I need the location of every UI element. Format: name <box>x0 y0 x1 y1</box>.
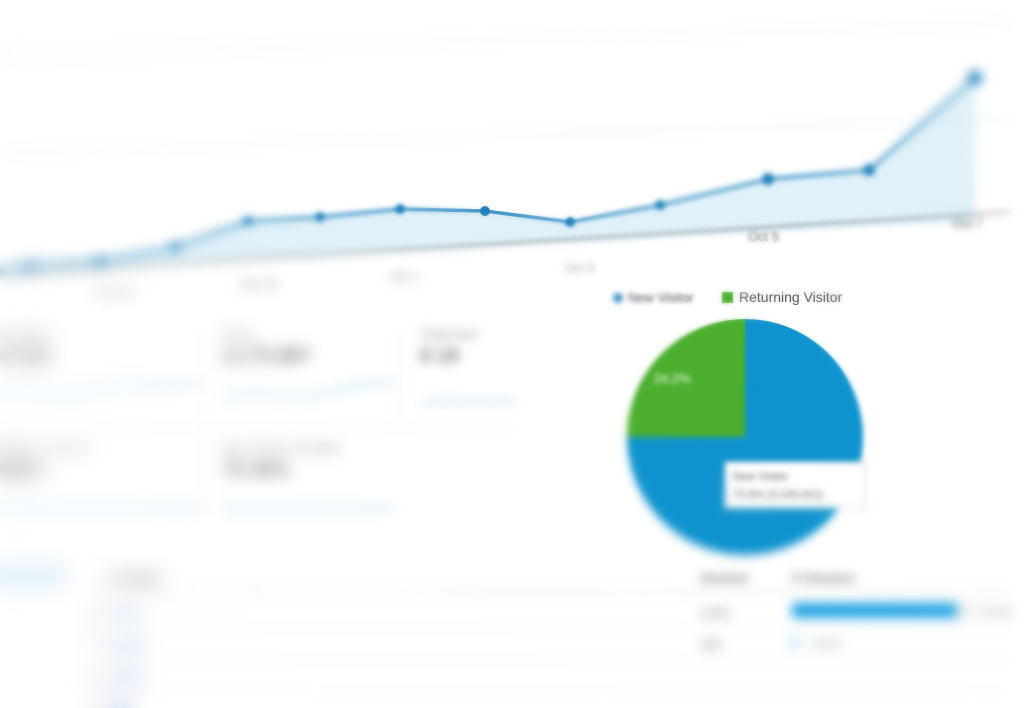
svg-text:108: 108 <box>700 638 720 652</box>
svg-text:Users: Users <box>222 327 253 341</box>
svg-text:en-us: en-us <box>112 606 142 620</box>
svg-text:Oct 1: Oct 1 <box>390 270 419 284</box>
svg-text:75.46%: 75.46% <box>222 459 290 481</box>
svg-text:en-gb: en-gb <box>112 638 143 652</box>
svg-text:Sessions: Sessions <box>700 571 749 585</box>
svg-text:3.01%: 3.01% <box>810 638 841 650</box>
svg-text:8.18: 8.18 <box>420 345 459 367</box>
svg-text:Language: Language <box>108 571 162 585</box>
svg-text:Oct 7: Oct 7 <box>952 216 983 231</box>
svg-text:4,281: 4,281 <box>2 345 52 367</box>
svg-text:3,175,887: 3,175,887 <box>222 345 311 367</box>
svg-text:Avg. Session Duration: Avg. Session Duration <box>222 441 341 455</box>
svg-text:fr-fr: fr-fr <box>112 697 131 708</box>
svg-text:Pageviews: Pageviews <box>420 327 478 341</box>
svg-text:% Sessions: % Sessions <box>792 571 855 585</box>
svg-text:Sep 30: Sep 30 <box>240 277 278 291</box>
svg-text:75.8% (3,240,641): 75.8% (3,240,641) <box>733 489 824 501</box>
svg-text:24.2%: 24.2% <box>654 371 691 386</box>
svg-text:58%: 58% <box>2 459 42 481</box>
svg-text:Oct 3: Oct 3 <box>565 261 594 275</box>
svg-text:Pages / Session: Pages / Session <box>2 441 89 455</box>
svg-text:Sep 29: Sep 29 <box>95 285 133 299</box>
svg-text:de-de: de-de <box>112 670 143 684</box>
svg-text:Returning Visitor: Returning Visitor <box>739 289 843 305</box>
svg-text:Sessions: Sessions <box>2 327 51 341</box>
svg-text:90.4%: 90.4% <box>982 606 1013 618</box>
svg-text:3,251: 3,251 <box>700 606 730 620</box>
svg-text:New Visitor: New Visitor <box>733 471 789 483</box>
svg-text:New Visitor: New Visitor <box>628 290 694 305</box>
svg-text:Oct 5: Oct 5 <box>748 229 779 244</box>
